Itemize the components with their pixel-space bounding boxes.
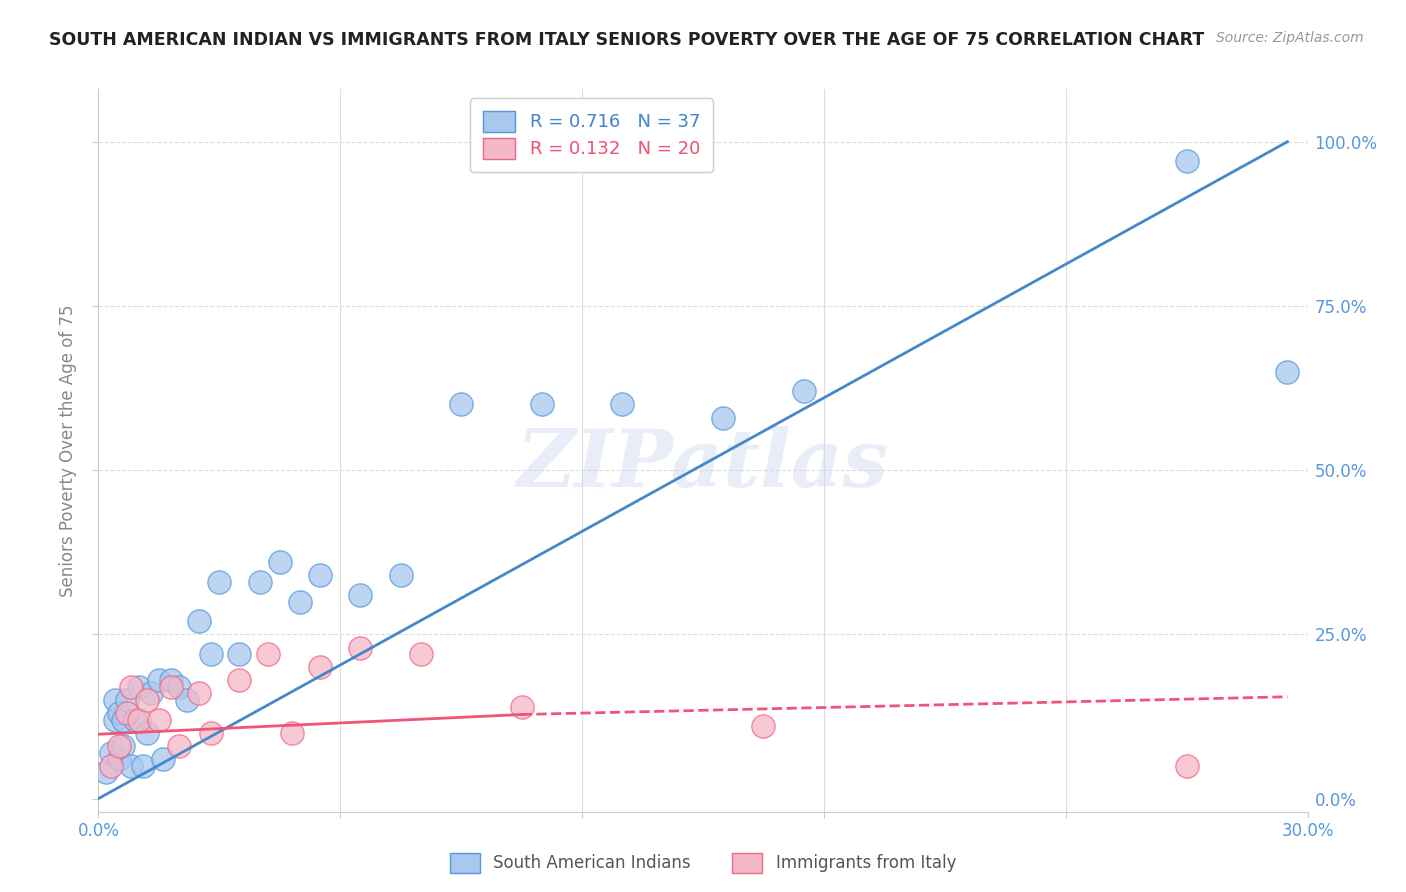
Point — [167, 739, 190, 753]
Point — [249, 574, 271, 589]
Point — [530, 397, 553, 411]
Point — [103, 693, 125, 707]
Point — [256, 647, 278, 661]
Point — [135, 693, 157, 707]
Point — [111, 739, 134, 753]
Point — [188, 614, 211, 628]
Text: SOUTH AMERICAN INDIAN VS IMMIGRANTS FROM ITALY SENIORS POVERTY OVER THE AGE OF 7: SOUTH AMERICAN INDIAN VS IMMIGRANTS FROM… — [49, 31, 1205, 49]
Point — [96, 765, 118, 780]
Point — [128, 680, 150, 694]
Point — [1175, 154, 1198, 169]
Legend: South American Indians, Immigrants from Italy: South American Indians, Immigrants from … — [443, 847, 963, 880]
Point — [1175, 758, 1198, 772]
Point — [281, 726, 304, 740]
Point — [115, 706, 138, 721]
Text: ZIPatlas: ZIPatlas — [517, 426, 889, 504]
Point — [100, 746, 122, 760]
Point — [711, 410, 734, 425]
Point — [228, 673, 250, 688]
Point — [160, 680, 183, 694]
Point — [160, 673, 183, 688]
Point — [120, 680, 142, 694]
Point — [409, 647, 432, 661]
Point — [188, 686, 211, 700]
Point — [120, 758, 142, 772]
Point — [450, 397, 472, 411]
Point — [1277, 365, 1299, 379]
Point — [139, 686, 162, 700]
Point — [107, 739, 129, 753]
Point — [152, 752, 174, 766]
Point — [100, 758, 122, 772]
Point — [269, 555, 291, 569]
Point — [107, 752, 129, 766]
Point — [135, 726, 157, 740]
Text: Source: ZipAtlas.com: Source: ZipAtlas.com — [1216, 31, 1364, 45]
Point — [349, 588, 371, 602]
Point — [132, 758, 155, 772]
Point — [228, 647, 250, 661]
Point — [107, 706, 129, 721]
Point — [793, 384, 815, 399]
Legend: R = 0.716   N = 37, R = 0.132   N = 20: R = 0.716 N = 37, R = 0.132 N = 20 — [470, 98, 713, 171]
Point — [752, 719, 775, 733]
Point — [124, 713, 146, 727]
Point — [510, 699, 533, 714]
Point — [103, 713, 125, 727]
Point — [349, 640, 371, 655]
Point — [176, 693, 198, 707]
Point — [208, 574, 231, 589]
Point — [111, 713, 134, 727]
Point — [200, 726, 222, 740]
Point — [309, 568, 332, 582]
Point — [128, 713, 150, 727]
Point — [148, 713, 170, 727]
Point — [309, 660, 332, 674]
Point — [288, 594, 311, 608]
Point — [389, 568, 412, 582]
Point — [115, 693, 138, 707]
Y-axis label: Seniors Poverty Over the Age of 75: Seniors Poverty Over the Age of 75 — [59, 304, 77, 597]
Point — [200, 647, 222, 661]
Point — [167, 680, 190, 694]
Point — [148, 673, 170, 688]
Point — [612, 397, 634, 411]
